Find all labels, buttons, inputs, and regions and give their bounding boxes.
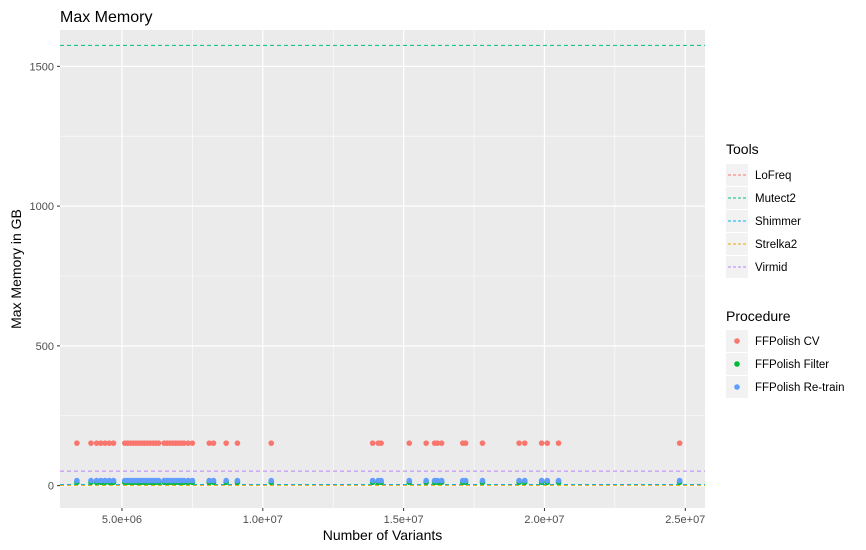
data-point <box>521 440 528 446</box>
y-tick-label: 500 <box>36 341 54 353</box>
data-point <box>462 440 469 446</box>
data-point <box>210 440 217 446</box>
data-point <box>181 440 187 446</box>
data-point <box>234 477 241 484</box>
x-tick-label: 1.0e+07 <box>243 514 283 526</box>
legend-label-virmid: Virmid <box>755 262 787 274</box>
data-point <box>423 477 429 484</box>
data-point <box>676 440 683 446</box>
data-point <box>93 440 100 446</box>
data-point <box>538 440 545 446</box>
data-point <box>676 477 683 484</box>
data-point <box>268 477 275 484</box>
data-point <box>106 477 113 484</box>
data-point <box>479 440 486 446</box>
y-tick-label: 0 <box>48 481 54 493</box>
legend-label-ffpolish-filter: FFPolish Filter <box>755 359 829 371</box>
data-point <box>185 440 191 446</box>
data-point <box>206 477 213 484</box>
x-tick-label: 5.0e+06 <box>102 514 142 526</box>
data-point <box>210 477 217 484</box>
data-point <box>378 477 384 484</box>
y-tick-label: 1500 <box>30 61 54 73</box>
legend-tools: Tools LoFreq Mutect2 Shimmer Strelka2 Virmid <box>726 141 801 278</box>
axis-ticks: 5.0e+06 1.0e+07 1.5e+07 2.0e+07 2.5e+07 0 500 1… <box>30 61 706 526</box>
data-point <box>268 440 275 446</box>
legend-procedure: Procedure FFPolish CV FFPolish Filter FFPol… <box>726 308 844 398</box>
data-point <box>438 440 445 446</box>
data-point <box>555 440 562 446</box>
x-axis-title: Number of Variants <box>323 527 443 543</box>
legend-key-bg <box>726 187 748 209</box>
data-point <box>434 440 441 446</box>
data-point <box>516 440 522 446</box>
series-ffpolish-cv <box>74 440 683 446</box>
data-point <box>369 440 376 446</box>
x-tick-label: 2.0e+07 <box>524 514 564 526</box>
legend-tools-title: Tools <box>726 141 759 157</box>
legend-procedure-title: Procedure <box>726 308 791 324</box>
data-point <box>110 477 117 484</box>
data-point <box>234 440 241 446</box>
legend-label-ffpolish-re-train: FFPolish Re-train <box>755 382 844 394</box>
legend-label-lofreq: LoFreq <box>755 170 791 182</box>
y-axis-title: Max Memory in GB <box>8 209 24 329</box>
data-point <box>98 440 104 446</box>
data-points <box>74 440 683 486</box>
data-point <box>521 477 528 484</box>
data-point <box>155 440 162 446</box>
data-point <box>462 477 469 484</box>
data-point <box>206 440 213 446</box>
data-point <box>406 440 413 446</box>
legend-key-point <box>734 338 740 344</box>
data-point <box>155 477 162 484</box>
data-point <box>181 477 187 484</box>
data-point <box>406 477 413 484</box>
data-point <box>544 440 551 446</box>
data-point <box>102 440 108 446</box>
data-point <box>185 477 191 484</box>
legend-key-bg <box>726 210 748 232</box>
data-point <box>438 477 445 484</box>
data-point <box>189 477 196 484</box>
data-point <box>544 477 551 484</box>
data-point <box>423 440 429 446</box>
data-point <box>189 440 196 446</box>
data-point <box>98 477 104 484</box>
x-tick-label: 2.5e+07 <box>665 514 705 526</box>
legend-label-ffpolish-cv: FFPolish CV <box>755 336 820 348</box>
legend-label-mutect2: Mutect2 <box>755 193 796 205</box>
data-point <box>223 477 229 484</box>
y-tick-label: 1000 <box>30 201 54 213</box>
legend-key-bg <box>726 233 748 255</box>
legend-label-strelka2: Strelka2 <box>755 239 797 251</box>
data-point <box>369 477 376 484</box>
data-point <box>223 440 229 446</box>
data-point <box>102 477 108 484</box>
data-point <box>555 477 562 484</box>
data-point <box>74 477 80 484</box>
data-point <box>88 477 94 484</box>
series-ffpolish-re-train <box>74 477 683 484</box>
data-point <box>434 477 441 484</box>
minor-gridlines <box>60 30 705 508</box>
legend-key-point <box>734 361 740 367</box>
plot-panel <box>60 30 705 508</box>
legend-label-shimmer: Shimmer <box>755 216 801 228</box>
data-point <box>378 440 384 446</box>
data-point <box>110 440 117 446</box>
data-point <box>106 440 113 446</box>
data-point <box>74 440 80 446</box>
legend-key-point <box>734 384 740 390</box>
data-point <box>516 477 522 484</box>
data-point <box>538 477 545 484</box>
data-point <box>479 477 486 484</box>
x-tick-label: 1.5e+07 <box>384 514 424 526</box>
data-point <box>93 477 100 484</box>
data-point <box>88 440 94 446</box>
chart-title: Max Memory <box>60 9 152 26</box>
legend-key-bg <box>726 256 748 278</box>
legend-key-bg <box>726 164 748 186</box>
